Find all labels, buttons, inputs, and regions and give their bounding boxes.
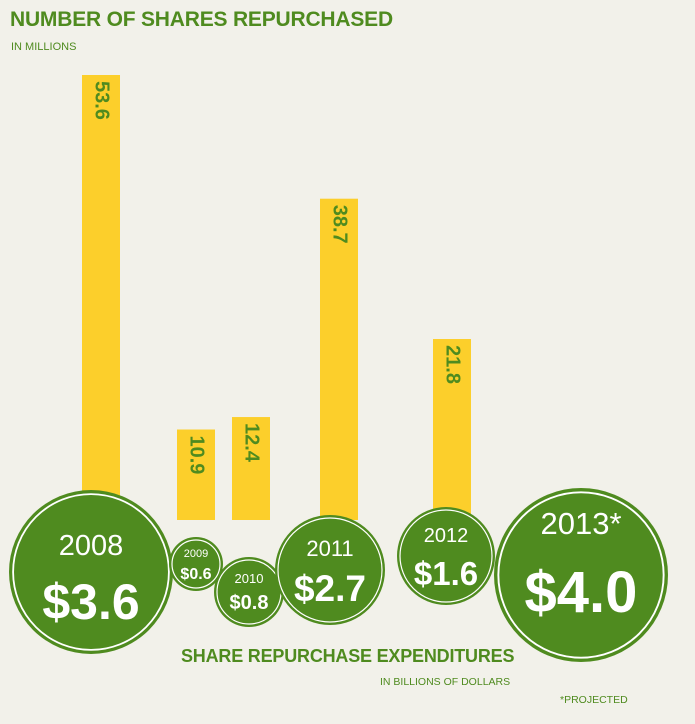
circle-year-label: 2011 — [306, 536, 353, 561]
chart-subtitle: IN MILLIONS — [11, 41, 77, 53]
circle-year-label: 2008 — [59, 530, 124, 562]
circle-year-label: 2010 — [235, 571, 264, 586]
expenditure-circle-2008: 2008 $3.6 — [9, 490, 173, 654]
expenditures-title: SHARE REPURCHASE EXPENDITURES — [181, 646, 515, 666]
bar-2008 — [82, 75, 120, 520]
bar-label-2012: 21.8 — [442, 345, 464, 384]
circle-value-label: $0.8 — [230, 592, 269, 614]
bar-label-2009: 10.9 — [186, 436, 208, 475]
expenditure-circle-2013: 2013* $4.0 — [494, 488, 668, 662]
expenditure-circle-2011: 2011 $2.7 — [275, 515, 385, 625]
bar-label-2011: 38.7 — [329, 205, 351, 244]
bar-2012 — [433, 339, 471, 520]
bar-label-2008: 53.6 — [91, 81, 113, 120]
circle-year-label: 2013* — [540, 506, 621, 541]
bar-2010 — [232, 417, 270, 520]
bar-2009 — [177, 429, 215, 520]
expenditures-subtitle: IN BILLIONS OF DOLLARS — [380, 676, 511, 688]
circle-value-label: $4.0 — [525, 560, 638, 625]
circle-value-label: $3.6 — [42, 574, 139, 630]
circle-year-label: 2012 — [424, 525, 469, 547]
expenditure-circle-2009: 2009 $0.6 — [169, 537, 223, 591]
circle-value-label: $2.7 — [294, 568, 366, 609]
bar-2011 — [320, 198, 358, 520]
expenditure-circle-2012: 2012 $1.6 — [397, 507, 495, 605]
footnote: *PROJECTED — [560, 694, 628, 706]
bar-label-2010: 12.4 — [241, 423, 263, 463]
chart-title: NUMBER OF SHARES REPURCHASED — [10, 8, 393, 31]
circle-value-label: $1.6 — [414, 555, 478, 592]
circle-year-label: 2009 — [184, 548, 208, 560]
expenditure-circle-2010: 2010 $0.8 — [214, 557, 284, 627]
circle-value-label: $0.6 — [180, 566, 211, 583]
